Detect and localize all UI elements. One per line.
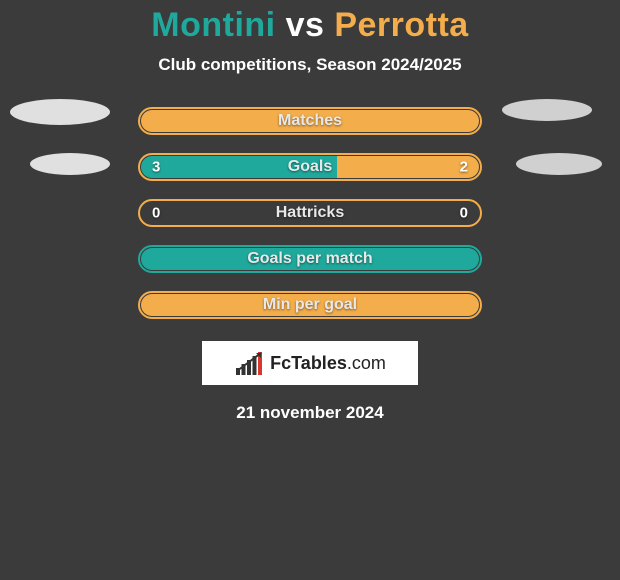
bars-container: MatchesGoals32Hattricks00Goals per match… xyxy=(138,95,482,319)
player-a-name: Montini xyxy=(151,6,275,44)
logo-text: FcTables.com xyxy=(270,353,386,374)
stat-value-a: 0 xyxy=(152,205,160,222)
subtitle: Club competitions, Season 2024/2025 xyxy=(0,55,620,75)
stat-bar: Matches xyxy=(138,107,482,135)
decoration-ellipse xyxy=(10,99,110,125)
decoration-ellipse xyxy=(502,99,592,121)
stat-label: Hattricks xyxy=(140,204,480,222)
bar-chart-icon xyxy=(234,349,266,377)
decoration-ellipse xyxy=(516,153,602,175)
logo-text-tld: .com xyxy=(347,353,386,373)
comparison-chart: MatchesGoals32Hattricks00Goals per match… xyxy=(0,95,620,319)
fctables-logo: FcTables.com xyxy=(202,341,418,385)
logo-text-main: FcTables xyxy=(270,353,347,373)
player-b-name: Perrotta xyxy=(334,6,468,44)
vs-label: vs xyxy=(286,6,325,44)
stat-bar: Goals32 xyxy=(138,153,482,181)
stat-bar: Min per goal xyxy=(138,291,482,319)
date-label: 21 november 2024 xyxy=(0,403,620,423)
stat-value-b: 2 xyxy=(460,159,468,176)
bar-fill xyxy=(141,248,479,270)
stat-bar: Hattricks0 0 xyxy=(138,199,482,227)
stat-bar: Goals per match xyxy=(138,245,482,273)
page-title: Montini vs Perrotta xyxy=(0,6,620,45)
decoration-ellipse xyxy=(30,153,110,175)
bar-fill xyxy=(141,110,479,132)
bar-fill-right xyxy=(337,156,479,178)
stat-value-a: 3 xyxy=(152,159,160,176)
bar-fill xyxy=(141,294,479,316)
stat-value-b: 0 xyxy=(460,205,468,222)
bar-fill-left xyxy=(141,156,337,178)
